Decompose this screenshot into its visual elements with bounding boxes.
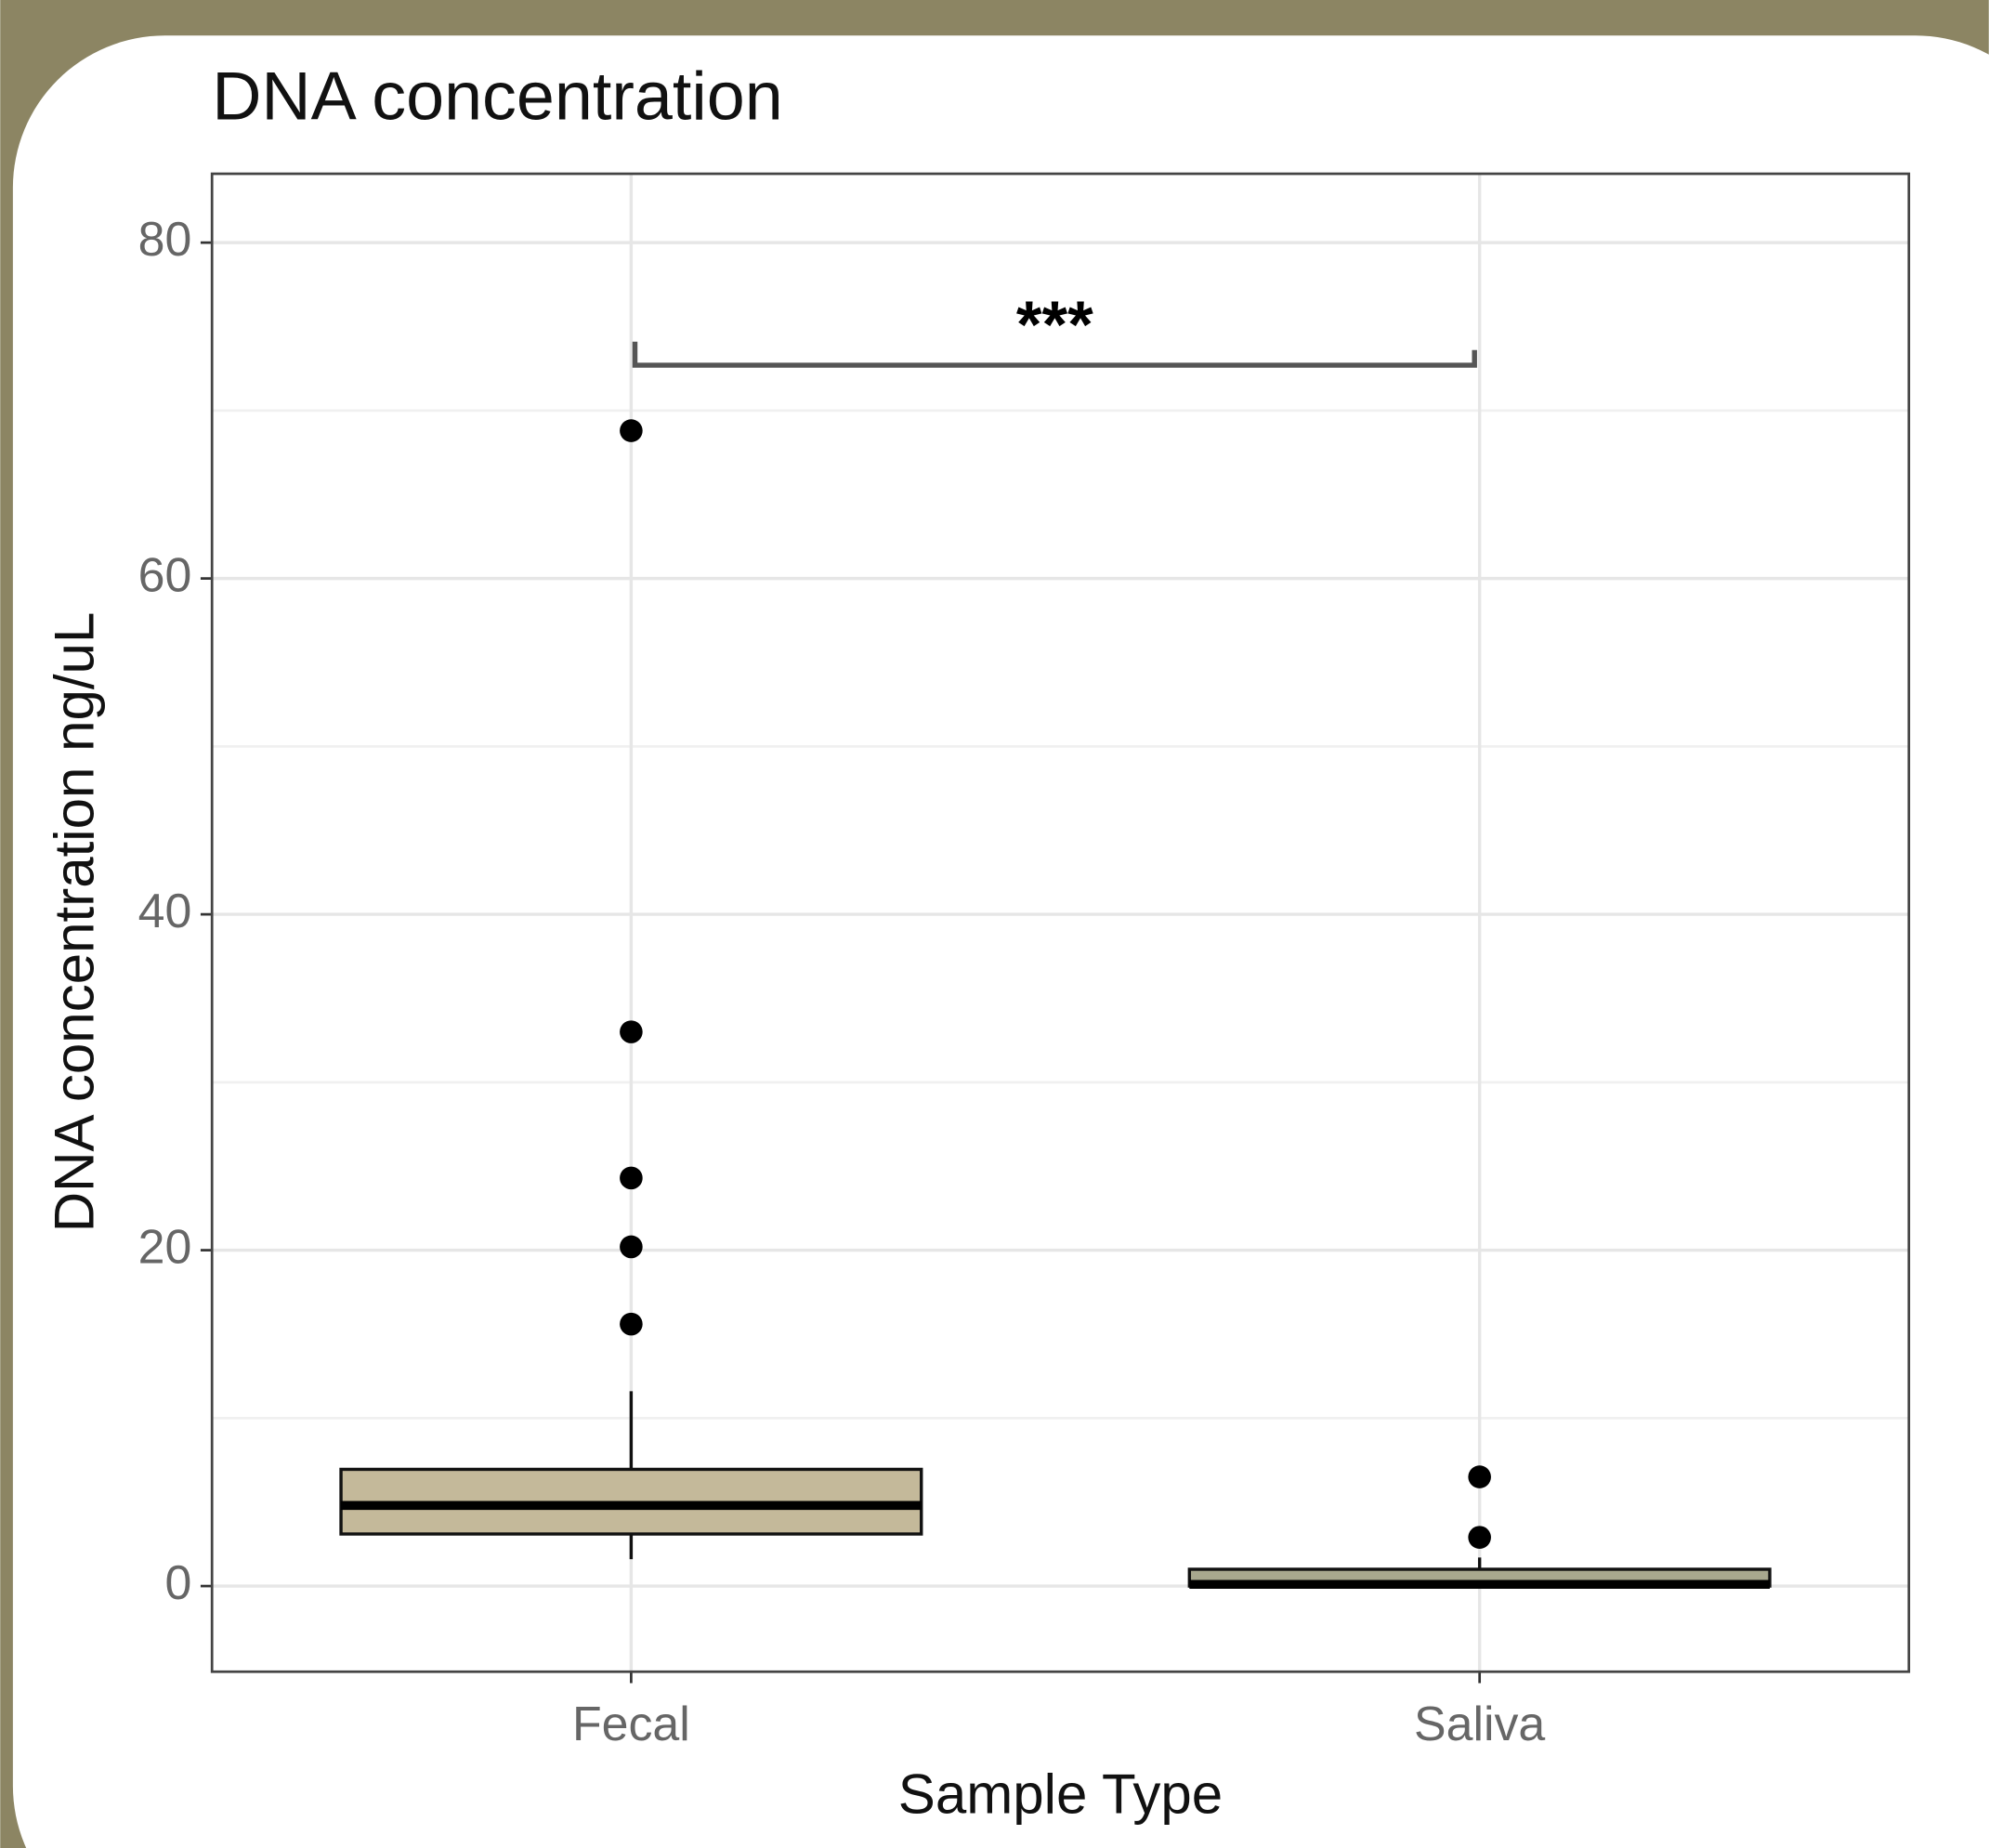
significance-label: *** (1016, 289, 1093, 362)
significance-bracket (632, 341, 1477, 368)
outlier (620, 1020, 643, 1043)
outlier (620, 1166, 643, 1190)
y-tick-label: 0 (165, 1555, 192, 1609)
y-tick-label: 20 (138, 1219, 192, 1273)
x-tick-label: Fecal (572, 1697, 690, 1750)
outlier (620, 419, 643, 442)
y-tick-label: 80 (138, 212, 192, 266)
y-tick-label: 60 (138, 547, 192, 601)
outlier (1468, 1465, 1491, 1488)
outlier (620, 1312, 643, 1336)
x-tick-label: Saliva (1414, 1697, 1545, 1750)
outlier (1468, 1526, 1491, 1549)
plot-background (212, 174, 1909, 1672)
y-axis-label: DNA concentration ng/uL (44, 612, 106, 1233)
outlier (620, 1235, 643, 1259)
plot-border (210, 172, 1911, 1673)
x-axis-label: Sample Type (898, 1763, 1223, 1826)
chart-title: DNA concentration (212, 58, 783, 135)
y-tick-label: 40 (138, 884, 192, 937)
plot-area: 0 20 40 60 80 Fecal Saliva *** (138, 172, 1911, 1750)
